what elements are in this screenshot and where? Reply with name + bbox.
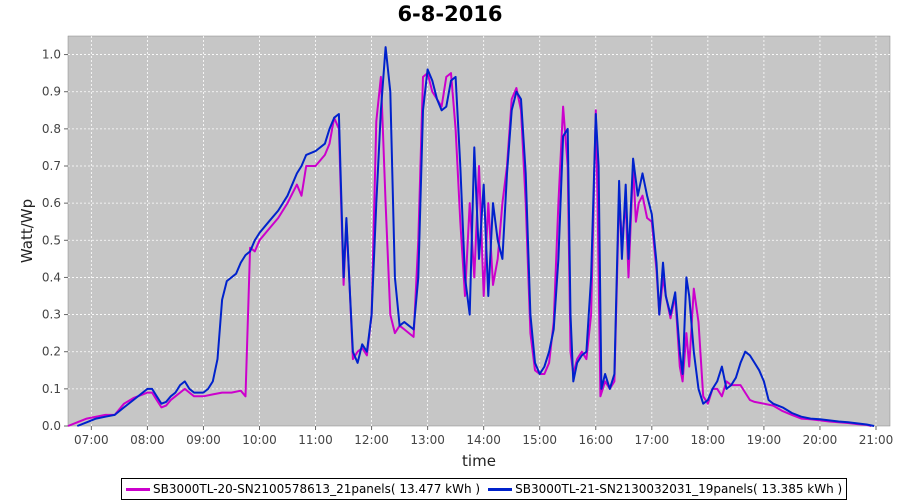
legend-swatch-2 <box>488 487 513 491</box>
x-tick-label: 11:00 <box>298 433 333 447</box>
plot-area <box>67 35 891 427</box>
legend-label-2: SB3000TL-21-SN2130032031_19panels( 13.38… <box>515 482 843 496</box>
x-axis-label: time <box>462 452 496 470</box>
x-tick-label: 08:00 <box>130 433 165 447</box>
grid-lines <box>68 36 890 426</box>
chart-title: 6-8-2016 <box>397 2 503 26</box>
y-tick-label: 0.2 <box>42 345 61 359</box>
x-tick-label: 16:00 <box>578 433 613 447</box>
x-tick-label: 20:00 <box>803 433 838 447</box>
y-tick-label: 0.5 <box>42 233 61 247</box>
x-tick-label: 15:00 <box>522 433 557 447</box>
x-tick-label: 17:00 <box>635 433 670 447</box>
x-tick-label: 21:00 <box>859 433 894 447</box>
y-tick-label: 0.8 <box>42 122 61 136</box>
y-tick-label: 0.0 <box>42 419 61 433</box>
y-axis-label: Watt/Wp <box>18 199 36 263</box>
y-tick-label: 0.4 <box>42 270 61 284</box>
series-lines <box>67 46 875 427</box>
y-tick-label: 1.0 <box>42 48 61 62</box>
series-line-2 <box>76 46 875 427</box>
legend-label-1: SB3000TL-20-SN2100578613_21panels( 13.47… <box>153 482 481 496</box>
x-tick-label: 13:00 <box>410 433 445 447</box>
legend-item-1: SB3000TL-20-SN2100578613_21panels( 13.47… <box>126 482 480 496</box>
x-tick-label: 19:00 <box>747 433 782 447</box>
axis-ticks: 0.0 0.1 0.2 0.3 0.4 0.5 0.6 0.7 0.8 0.9 1.0 07:00 08… <box>42 48 893 447</box>
x-tick-label: 18:00 <box>691 433 726 447</box>
x-tick-label: 09:00 <box>186 433 221 447</box>
x-tick-label: 12:00 <box>354 433 389 447</box>
x-tick-label: 07:00 <box>74 433 109 447</box>
legend: SB3000TL-20-SN2100578613_21panels( 13.47… <box>121 478 848 500</box>
y-tick-label: 0.3 <box>42 308 61 322</box>
y-tick-label: 0.1 <box>42 382 61 396</box>
series-line-1 <box>67 72 872 427</box>
y-tick-label: 0.9 <box>42 85 61 99</box>
x-tick-label: 14:00 <box>466 433 501 447</box>
legend-swatch-1 <box>126 487 150 491</box>
y-tick-label: 0.6 <box>42 196 61 210</box>
x-tick-label: 10:00 <box>242 433 277 447</box>
y-tick-label: 0.7 <box>42 159 61 173</box>
legend-item-2: SB3000TL-21-SN2130032031_19panels( 13.38… <box>488 482 842 496</box>
